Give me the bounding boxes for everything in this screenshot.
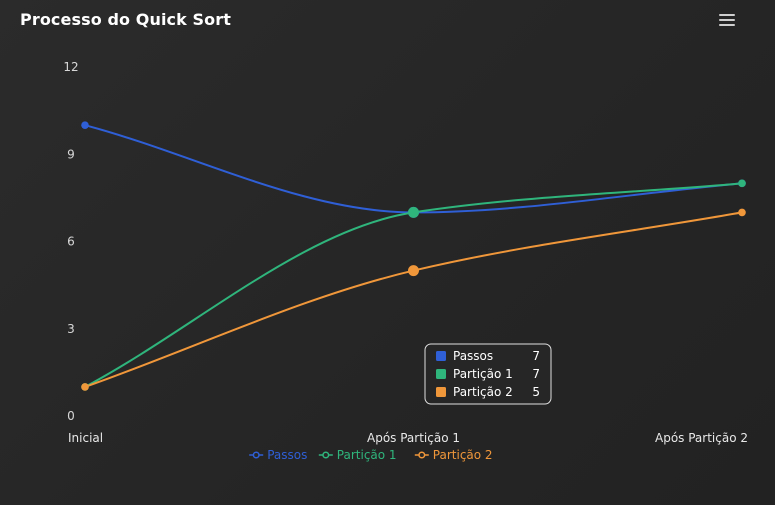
legend-marker-icon [418,451,426,459]
tooltip [424,343,552,405]
legend-marker-icon [322,451,330,459]
y-tick-label: 6 [67,235,75,249]
data-point-particao-2[interactable] [81,383,89,391]
data-point-particao-2[interactable] [408,265,419,277]
chart-title: Processo do Quick Sort [20,10,231,29]
tooltip-swatch [436,387,446,397]
tooltip-series-name: Passos [453,349,493,363]
x-tick-label: Após Partição 2 [655,431,748,445]
data-point-passos[interactable] [81,121,89,129]
x-tick-label: Inicial [68,431,103,445]
tooltip-series-name: Partição 2 [453,385,513,399]
y-tick-label: 0 [67,409,75,423]
legend-marker-icon [252,451,260,459]
legend-item-passos[interactable]: Passos [249,448,307,462]
tooltip-value: 7 [532,367,540,381]
hamburger-menu-icon[interactable] [719,14,735,28]
tooltip-value: 7 [532,349,540,363]
y-tick-label: 3 [67,322,75,336]
legend-item-particao-2[interactable]: Partição 2 [414,448,493,462]
legend-label: Partição 1 [337,448,397,462]
legend-item-particao-1[interactable]: Partição 1 [318,448,397,462]
x-tick-label: Após Partição 1 [367,431,460,445]
data-point-particao-2[interactable] [738,208,746,217]
y-tick-label: 9 [67,147,75,161]
tooltip-series-name: Partição 1 [453,367,513,381]
series-line-particao-2 [84,211,743,388]
tooltip-swatch [436,369,446,379]
legend-label: Passos [267,448,307,462]
data-point-particao-1[interactable] [408,206,419,218]
legend-label: Partição 2 [433,448,493,462]
y-tick-label: 12 [63,60,78,74]
series-line-passos [84,124,743,214]
tooltip-swatch [436,351,446,361]
tooltip-value: 5 [532,385,540,399]
data-point-particao-1[interactable] [738,179,746,188]
